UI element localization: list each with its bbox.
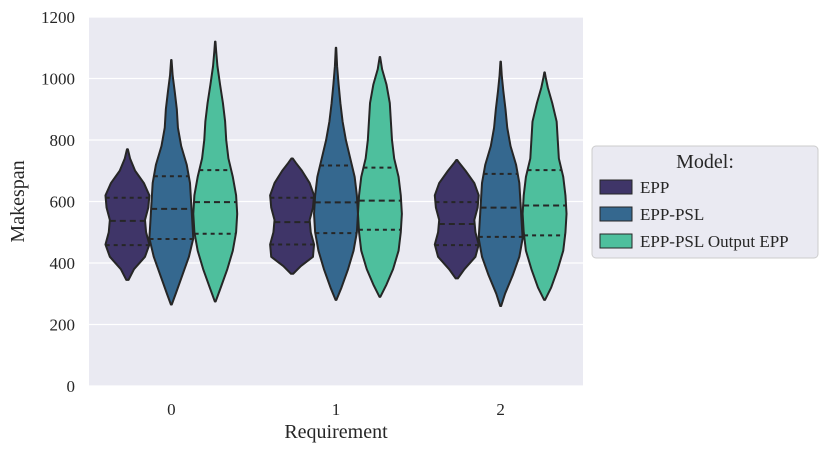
violin-epp-psl-req-0 bbox=[148, 59, 195, 306]
legend-label: EPP-PSL Output EPP bbox=[640, 232, 789, 251]
legend-label: EPP bbox=[640, 178, 669, 197]
violins bbox=[104, 40, 568, 308]
legend-frame bbox=[591, 145, 819, 259]
y-tick-label: 0 bbox=[67, 377, 76, 396]
y-tick-labels: 0 200 400 600 800 1000 1200 bbox=[41, 8, 75, 396]
x-tick-label: 2 bbox=[496, 400, 505, 419]
legend-swatch bbox=[599, 233, 633, 249]
x-tick-labels: 0 1 2 bbox=[167, 400, 505, 419]
y-tick-label: 400 bbox=[50, 254, 76, 273]
legend-label: EPP-PSL bbox=[640, 205, 704, 224]
legend-swatch bbox=[599, 206, 633, 222]
legend-title: Model: bbox=[676, 151, 734, 173]
violin-epp-psl-req-2 bbox=[477, 60, 524, 308]
y-tick-label: 1200 bbox=[41, 8, 75, 27]
x-axis-label: Requirement bbox=[284, 421, 388, 443]
y-tick-label: 600 bbox=[50, 193, 76, 212]
y-tick-label: 1000 bbox=[41, 70, 75, 89]
y-tick-label: 200 bbox=[50, 316, 76, 335]
legend-items: EPP EPP-PSL EPP-PSL Output EPP bbox=[599, 178, 789, 251]
legend-swatch bbox=[599, 179, 633, 195]
y-tick-label: 800 bbox=[50, 131, 76, 150]
violin-epp-psl-output-epp-req-0 bbox=[192, 40, 239, 303]
legend: Model: EPP EPP-PSL EPP-PSL Output EPP bbox=[591, 145, 819, 259]
x-tick-label: 1 bbox=[332, 400, 341, 419]
violin-epp-req-0 bbox=[104, 148, 151, 281]
violin-epp-psl-output-epp-req-2 bbox=[521, 71, 568, 301]
y-axis-label: Makespan bbox=[7, 160, 29, 242]
violin-epp-psl-req-1 bbox=[313, 46, 359, 301]
violin-epp-psl-output-epp-req-1 bbox=[356, 55, 403, 298]
violin-epp-req-2 bbox=[433, 158, 480, 280]
x-tick-label: 0 bbox=[167, 400, 176, 419]
